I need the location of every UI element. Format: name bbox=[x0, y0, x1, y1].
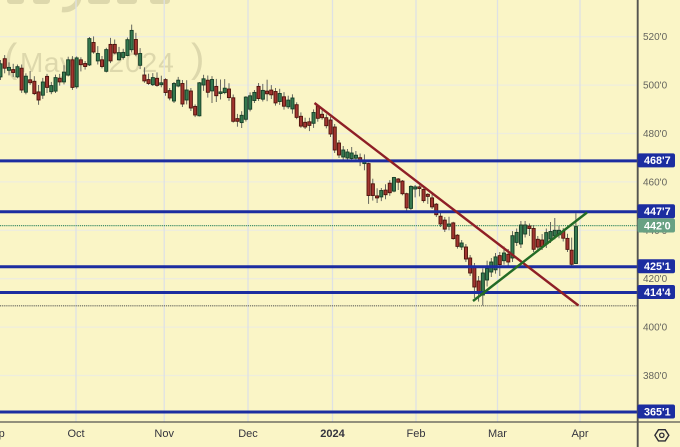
svg-text:447'7: 447'7 bbox=[644, 206, 671, 218]
svg-text:460'0: 460'0 bbox=[643, 177, 668, 188]
svg-text:Oct: Oct bbox=[67, 428, 84, 440]
svg-text:380'0: 380'0 bbox=[643, 371, 668, 382]
svg-text:): ) bbox=[191, 37, 204, 81]
svg-text:520'0: 520'0 bbox=[643, 32, 668, 43]
svg-text:Dec: Dec bbox=[238, 428, 258, 440]
svg-text:Nov: Nov bbox=[154, 428, 174, 440]
svg-text:Sep: Sep bbox=[0, 428, 5, 440]
svg-text:414'4: 414'4 bbox=[644, 287, 671, 299]
svg-text:420'0: 420'0 bbox=[643, 274, 668, 285]
svg-text:Apr: Apr bbox=[571, 428, 588, 440]
svg-text:365'1: 365'1 bbox=[644, 406, 671, 418]
svg-text:468'7: 468'7 bbox=[644, 155, 671, 167]
svg-text:480'0: 480'0 bbox=[643, 129, 668, 140]
svg-text:2024: 2024 bbox=[320, 428, 345, 440]
svg-text:500'0: 500'0 bbox=[643, 81, 668, 92]
svg-text:425'1: 425'1 bbox=[644, 261, 671, 273]
svg-text:Mar: Mar bbox=[488, 428, 507, 440]
svg-text:442'0: 442'0 bbox=[644, 220, 671, 232]
svg-text:400'0: 400'0 bbox=[643, 323, 668, 334]
svg-text:Feb: Feb bbox=[407, 428, 426, 440]
